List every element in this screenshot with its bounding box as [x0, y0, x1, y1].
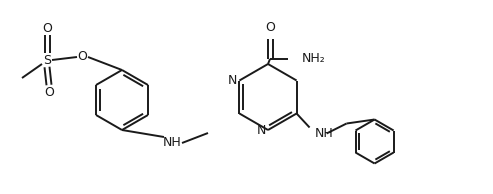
Text: NH: NH — [315, 127, 333, 140]
Text: N: N — [257, 124, 266, 137]
Text: O: O — [44, 86, 54, 99]
Text: N: N — [228, 74, 238, 87]
Text: O: O — [265, 21, 275, 34]
Text: O: O — [42, 22, 52, 35]
Text: NH: NH — [163, 137, 181, 150]
Text: NH₂: NH₂ — [302, 53, 326, 66]
Text: O: O — [77, 50, 87, 63]
Text: S: S — [43, 54, 51, 67]
